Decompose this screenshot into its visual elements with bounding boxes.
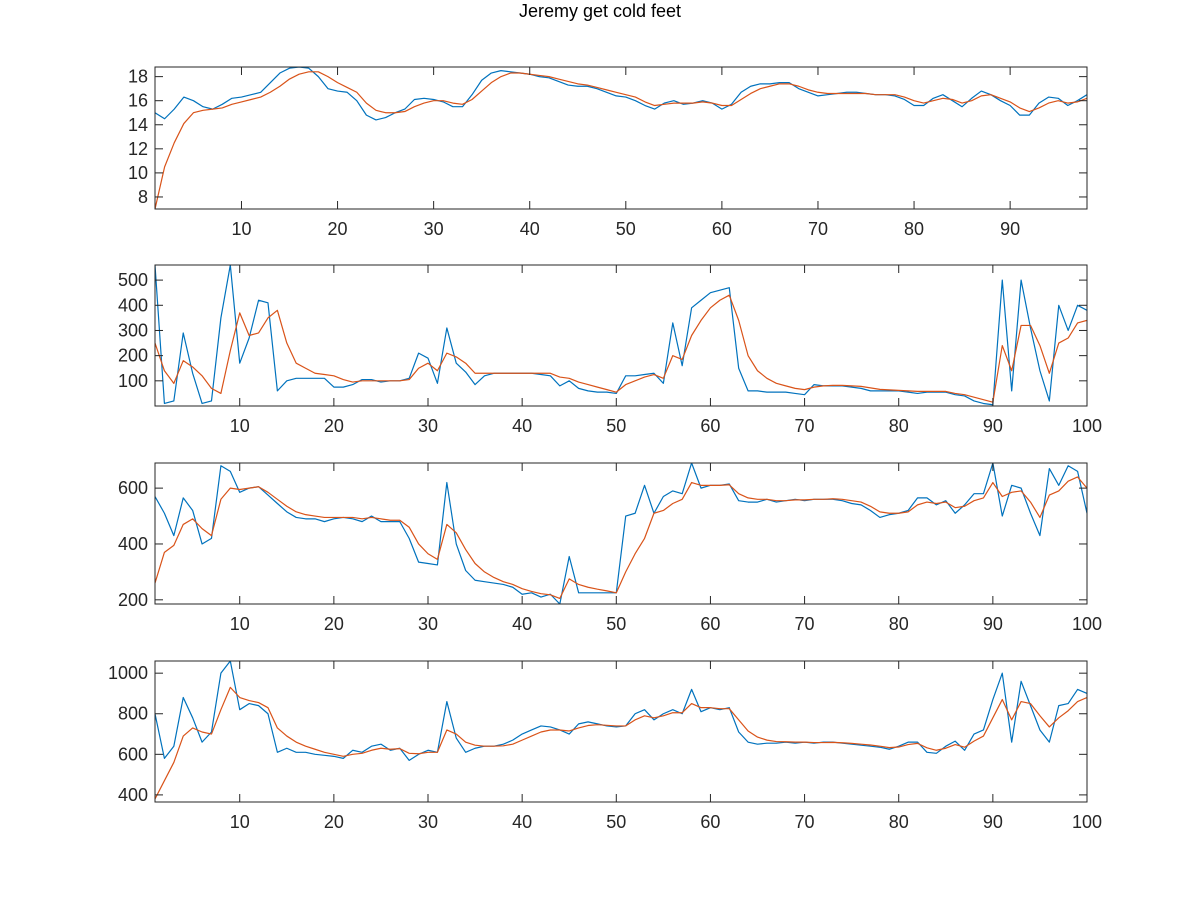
series-line-1 (155, 67, 1087, 121)
x-tick-label: 100 (1072, 812, 1102, 832)
y-tick-label: 100 (118, 371, 148, 391)
x-tick-label: 50 (606, 812, 626, 832)
y-tick-label: 12 (128, 139, 148, 159)
series-line-2 (155, 686, 1087, 800)
y-tick-label: 800 (118, 704, 148, 724)
x-tick-label: 50 (606, 614, 626, 634)
x-tick-label: 70 (808, 219, 828, 239)
y-tick-label: 200 (118, 590, 148, 610)
x-tick-label: 50 (616, 219, 636, 239)
subplot-4: 10 20 30 40 50 60 70 80 90 100 400 600 800 1000 (108, 660, 1102, 832)
x-tick-label: 70 (795, 614, 815, 634)
series-line-2 (155, 294, 1087, 403)
subplot-1: 10 20 30 40 50 60 70 80 90 8 10 12 14 16 18 (128, 66, 1088, 239)
x-tick-label: 20 (328, 219, 348, 239)
x-tick-label: 10 (230, 416, 250, 436)
series-line-1 (155, 661, 1087, 762)
x-tick-label: 60 (712, 219, 732, 239)
y-tick-label: 10 (128, 163, 148, 183)
x-tick-label: 40 (512, 812, 532, 832)
x-tick-label: 50 (606, 416, 626, 436)
y-tick-label: 600 (118, 478, 148, 498)
axes-box (154, 660, 1088, 803)
x-tick-label: 40 (512, 614, 532, 634)
series-line-1 (155, 265, 1087, 406)
x-tick-label: 80 (889, 614, 909, 634)
x-tick-label: 90 (1000, 219, 1020, 239)
x-tick-label: 20 (324, 416, 344, 436)
x-tick-label: 60 (700, 812, 720, 832)
y-tick-label: 600 (118, 744, 148, 764)
x-tick-label: 70 (795, 812, 815, 832)
x-tick-label: 80 (904, 219, 924, 239)
axes-box (154, 66, 1088, 210)
x-tick-label: 10 (231, 219, 251, 239)
y-tick-label: 400 (118, 785, 148, 805)
x-tick-label: 90 (983, 416, 1003, 436)
x-tick-label: 30 (418, 614, 438, 634)
x-tick-label: 10 (230, 614, 250, 634)
y-tick-label: 14 (128, 115, 148, 135)
y-tick-label: 200 (118, 346, 148, 366)
x-tick-label: 40 (512, 416, 532, 436)
x-tick-label: 40 (520, 219, 540, 239)
x-tick-label: 100 (1072, 614, 1102, 634)
y-tick-label: 18 (128, 67, 148, 87)
series-line-2 (155, 71, 1087, 209)
y-tick-label: 500 (118, 270, 148, 290)
x-tick-label: 20 (324, 614, 344, 634)
y-tick-label: 300 (118, 320, 148, 340)
y-tick-label: 8 (138, 187, 148, 207)
series-line-2 (155, 476, 1087, 600)
x-tick-label: 30 (418, 812, 438, 832)
x-tick-label: 80 (889, 416, 909, 436)
y-tick-label: 16 (128, 91, 148, 111)
series-line-1 (155, 463, 1087, 604)
x-tick-label: 90 (983, 812, 1003, 832)
x-tick-label: 70 (795, 416, 815, 436)
subplot-3: 10 20 30 40 50 60 70 80 90 100 200 400 600 (118, 462, 1102, 634)
y-tick-label: 400 (118, 295, 148, 315)
y-tick-label: 400 (118, 534, 148, 554)
subplot-2: 10 20 30 40 50 60 70 80 90 100 100 200 300 400 500 (118, 264, 1102, 436)
x-tick-label: 30 (418, 416, 438, 436)
x-tick-label: 80 (889, 812, 909, 832)
x-tick-label: 100 (1072, 416, 1102, 436)
x-tick-label: 60 (700, 614, 720, 634)
y-tick-label: 1000 (108, 663, 148, 683)
axes-box (154, 462, 1088, 605)
figure-title: Jeremy get cold feet (518, 1, 682, 21)
x-tick-label: 30 (424, 219, 444, 239)
axes-box (154, 264, 1088, 407)
x-tick-label: 20 (324, 812, 344, 832)
x-tick-label: 10 (230, 812, 250, 832)
x-tick-label: 60 (700, 416, 720, 436)
x-tick-label: 90 (983, 614, 1003, 634)
